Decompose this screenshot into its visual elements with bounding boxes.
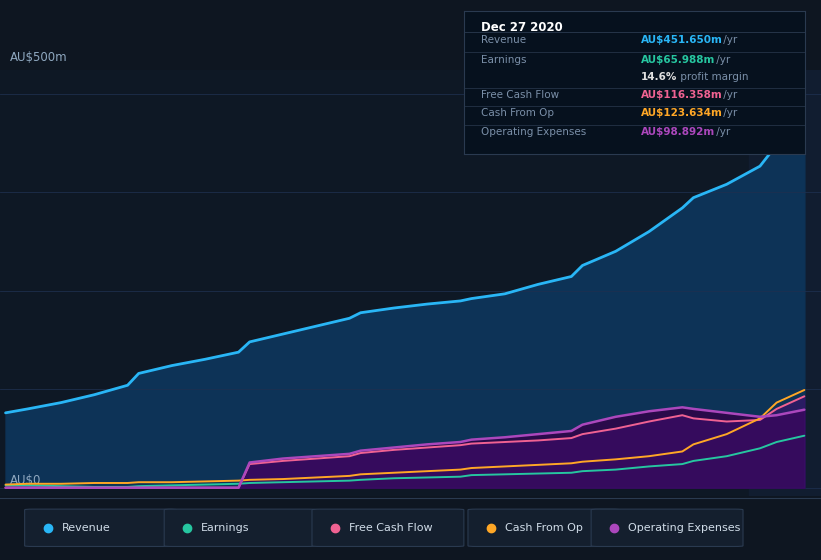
- FancyBboxPatch shape: [591, 509, 743, 547]
- Text: AU$123.634m: AU$123.634m: [641, 108, 723, 118]
- Text: Cash From Op: Cash From Op: [505, 523, 583, 533]
- Text: Revenue: Revenue: [62, 523, 110, 533]
- FancyBboxPatch shape: [468, 509, 620, 547]
- Text: AU$0: AU$0: [10, 474, 41, 487]
- Text: 14.6%: 14.6%: [641, 72, 677, 82]
- Text: AU$65.988m: AU$65.988m: [641, 55, 715, 66]
- Text: /yr: /yr: [720, 108, 737, 118]
- Text: /yr: /yr: [720, 35, 737, 45]
- Text: Free Cash Flow: Free Cash Flow: [349, 523, 433, 533]
- Text: Revenue: Revenue: [481, 35, 526, 45]
- Text: AU$451.650m: AU$451.650m: [641, 35, 723, 45]
- Text: Operating Expenses: Operating Expenses: [481, 127, 586, 137]
- FancyBboxPatch shape: [164, 509, 316, 547]
- Text: Earnings: Earnings: [481, 55, 526, 66]
- Text: AU$116.358m: AU$116.358m: [641, 90, 722, 100]
- Text: /yr: /yr: [713, 127, 730, 137]
- FancyBboxPatch shape: [25, 509, 177, 547]
- FancyBboxPatch shape: [312, 509, 464, 547]
- Text: AU$98.892m: AU$98.892m: [641, 127, 715, 137]
- Text: Free Cash Flow: Free Cash Flow: [481, 90, 559, 100]
- Text: Dec 27 2020: Dec 27 2020: [481, 21, 562, 34]
- Bar: [749, 70, 821, 496]
- Text: AU$500m: AU$500m: [10, 50, 67, 64]
- Text: /yr: /yr: [713, 55, 730, 66]
- Text: Cash From Op: Cash From Op: [481, 108, 554, 118]
- Text: /yr: /yr: [720, 90, 737, 100]
- Text: Earnings: Earnings: [201, 523, 250, 533]
- Text: Operating Expenses: Operating Expenses: [628, 523, 741, 533]
- Text: profit margin: profit margin: [677, 72, 748, 82]
